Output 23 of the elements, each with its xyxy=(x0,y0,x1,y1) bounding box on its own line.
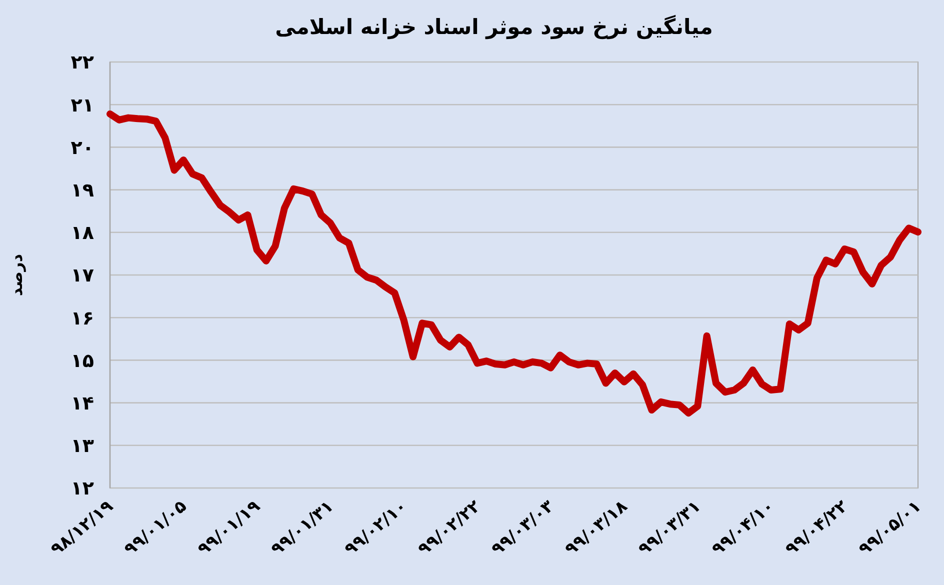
x-tick-label: ۹۹/۰۵/۰۱ xyxy=(855,496,926,560)
y-tick-label: ۲۲ xyxy=(70,52,94,74)
y-axis-title: درصد xyxy=(7,254,26,296)
y-tick-label: ۲۱ xyxy=(70,94,94,116)
y-tick-label: ۱۳ xyxy=(70,435,94,458)
x-tick-label: ۹۹/۰۴/۱۰ xyxy=(708,496,778,560)
y-tick-label: ۱۸ xyxy=(70,222,94,244)
x-tick-label: ۹۹/۰۲/۱۰ xyxy=(340,496,412,560)
y-tick-label: ۱۵ xyxy=(70,350,94,372)
x-tick-label: ۹۹/۰۱/۱۹ xyxy=(194,496,265,560)
x-tick-label: ۹۹/۰۳/۳۱ xyxy=(634,496,705,560)
x-tick-label: ۹۹/۰۳/۰۳ xyxy=(488,496,558,560)
y-tick-label: ۲۰ xyxy=(70,136,94,159)
x-tick-label: ۹۹/۰۲/۲۲ xyxy=(414,496,485,560)
x-tick-label: ۹۹/۰۳/۱۸ xyxy=(561,496,632,560)
y-tick-label: ۱۹ xyxy=(70,179,94,202)
x-tick-label: ۹۹/۰۱/۰۵ xyxy=(120,496,191,560)
chart-title: میانگین نرخ سود موثر اسناد خزانه اسلامی xyxy=(275,14,713,40)
x-tick-label: ۹۹/۰۴/۲۲ xyxy=(782,496,852,560)
y-tick-label: ۱۶ xyxy=(70,307,94,330)
y-tick-label: ۱۴ xyxy=(70,392,94,414)
x-tick-label: ۹۹/۰۱/۳۱ xyxy=(268,496,338,560)
y-tick-label: ۱۷ xyxy=(70,264,94,287)
